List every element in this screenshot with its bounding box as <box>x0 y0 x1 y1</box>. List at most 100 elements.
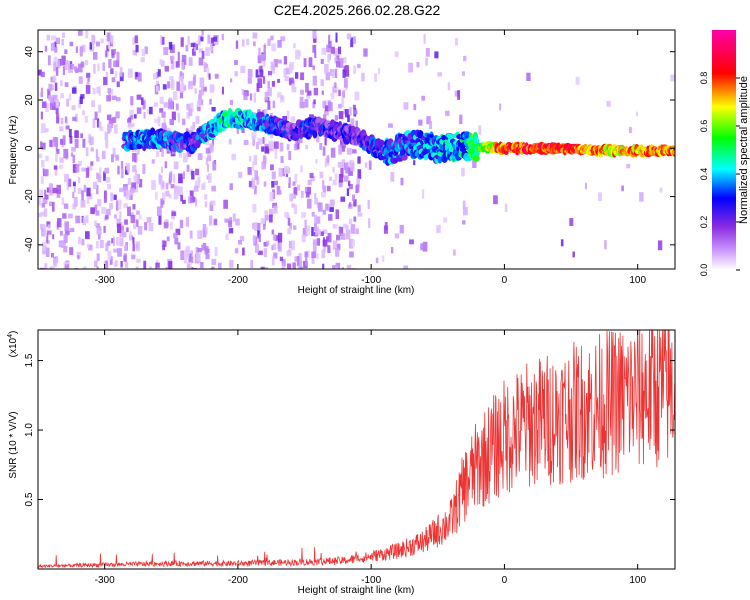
snr-multiplier-close: ) <box>8 331 19 334</box>
noise-cell <box>253 92 256 103</box>
noise-cell <box>105 242 109 252</box>
noise-cell <box>110 68 114 74</box>
noise-cell <box>341 97 344 108</box>
noise-cell <box>193 185 199 192</box>
noise-cell <box>585 182 587 190</box>
noise-cell <box>105 139 109 149</box>
noise-cell <box>274 180 278 186</box>
noise-cell <box>48 95 53 101</box>
noise-cell <box>301 212 306 218</box>
noise-cell <box>277 59 282 64</box>
noise-cell <box>350 37 354 48</box>
noise-cell <box>115 237 121 246</box>
noise-cell <box>352 194 355 201</box>
noise-cell <box>255 69 260 78</box>
noise-cell <box>338 144 342 155</box>
noise-cell <box>133 114 137 119</box>
noise-cell <box>131 182 136 190</box>
noise-cell <box>52 102 56 110</box>
noise-cell <box>41 242 46 251</box>
noise-cell <box>368 160 372 170</box>
noise-cell <box>281 259 285 264</box>
noise-cell <box>267 87 272 97</box>
noise-cell <box>72 191 75 199</box>
noise-cell <box>394 51 399 58</box>
noise-cell <box>336 243 341 251</box>
noise-cell <box>179 83 185 93</box>
noise-cell <box>461 71 465 76</box>
noise-cell <box>268 140 274 149</box>
noise-cell <box>163 47 169 55</box>
noise-cell <box>340 233 346 240</box>
noise-cell <box>111 49 116 55</box>
noise-cell <box>117 248 122 257</box>
noise-cell <box>273 59 278 68</box>
noise-cell <box>221 33 224 41</box>
noise-cell <box>109 118 113 129</box>
noise-cell <box>345 229 351 240</box>
noise-cell <box>264 92 269 101</box>
noise-cell <box>116 81 120 88</box>
noise-cell <box>69 247 74 255</box>
noise-cell <box>261 161 266 170</box>
noise-cell <box>55 67 59 76</box>
noise-cell <box>267 101 271 110</box>
noise-cell <box>447 82 451 91</box>
noise-cell <box>342 69 346 78</box>
noise-cell <box>85 167 89 178</box>
noise-cell <box>263 109 268 118</box>
noise-cell <box>171 111 176 121</box>
noise-cell <box>96 172 99 180</box>
noise-cell <box>203 62 207 73</box>
noise-cell <box>168 41 173 50</box>
noise-cell <box>204 194 208 200</box>
noise-cell <box>198 48 203 53</box>
noise-cell <box>64 116 67 123</box>
noise-cell <box>311 212 315 217</box>
spec-ytick-label: 40 <box>24 46 35 58</box>
noise-cell <box>135 72 140 77</box>
noise-cell <box>300 165 303 173</box>
noise-cell <box>86 72 91 78</box>
colorbar-gradient <box>712 30 736 270</box>
noise-cell <box>131 147 137 152</box>
noise-cell <box>278 242 282 252</box>
noise-cell <box>312 75 317 86</box>
noise-cell <box>123 203 128 209</box>
noise-cell <box>271 229 275 235</box>
noise-cell <box>323 244 326 253</box>
noise-cell <box>199 77 205 88</box>
noise-cell <box>443 217 448 223</box>
noise-cell <box>434 51 439 59</box>
noise-cell <box>223 199 228 209</box>
noise-cell <box>96 253 100 261</box>
noise-cell <box>218 262 222 269</box>
noise-cell <box>598 192 602 202</box>
noise-cell <box>190 125 195 131</box>
noise-cell <box>132 123 135 128</box>
noise-cell <box>77 177 81 184</box>
noise-cell <box>55 99 59 109</box>
noise-cell <box>338 174 344 183</box>
noise-cell <box>267 81 270 89</box>
noise-cell <box>493 195 498 205</box>
noise-cell <box>106 114 112 121</box>
noise-cell <box>300 190 304 198</box>
noise-cell <box>56 184 61 194</box>
noise-cell <box>51 35 56 41</box>
noise-cell <box>157 206 162 216</box>
noise-cell <box>292 262 296 269</box>
noise-cell <box>102 62 106 71</box>
noise-cell <box>252 161 255 171</box>
noise-cell <box>346 161 351 167</box>
noise-cell <box>46 233 49 243</box>
noise-cell <box>606 101 611 107</box>
noise-cell <box>211 139 214 146</box>
noise-cell <box>116 200 119 211</box>
noise-cell <box>462 200 466 210</box>
noise-cell <box>345 224 349 231</box>
noise-cell <box>111 238 115 244</box>
noise-cell <box>323 110 329 116</box>
noise-cell <box>320 58 324 64</box>
